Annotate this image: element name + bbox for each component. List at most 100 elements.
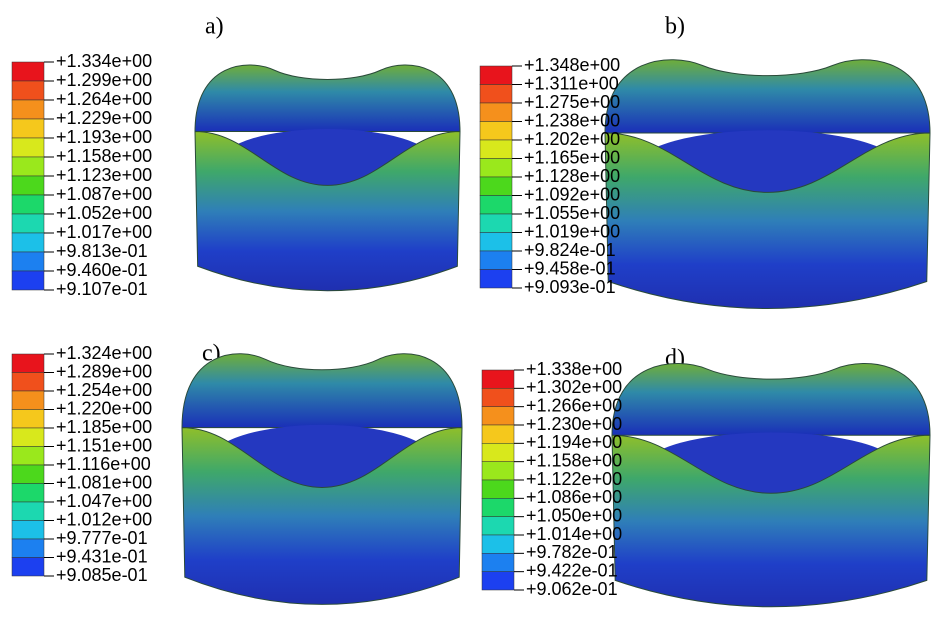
legend-band — [11, 232, 45, 253]
legend-label: +1.229e+00 — [56, 108, 152, 128]
panel-label: a) — [205, 14, 224, 40]
legend-label: +1.348e+00 — [524, 55, 620, 75]
legend-label: +1.302e+00 — [526, 377, 622, 397]
legend-band — [11, 118, 45, 139]
legend-label: +1.055e+00 — [524, 203, 620, 223]
legend-band — [11, 520, 45, 540]
legend-band — [11, 80, 45, 101]
back-wall — [181, 353, 463, 429]
legend-label: +1.123e+00 — [56, 165, 152, 185]
legend-label: +1.254e+00 — [56, 380, 152, 400]
front-wall — [611, 434, 931, 608]
legend-label: +1.087e+00 — [56, 184, 152, 204]
legend-band — [11, 137, 45, 158]
legend-band — [481, 369, 515, 389]
legend-band — [481, 424, 515, 444]
legend-band — [11, 353, 45, 373]
legend-label: +1.230e+00 — [526, 414, 622, 434]
legend-label: +1.081e+00 — [56, 472, 152, 492]
legend-label: +9.107e-01 — [56, 279, 148, 299]
legend-label: +1.019e+00 — [524, 221, 620, 241]
legend-label: +1.122e+00 — [526, 469, 622, 489]
legend-label: +1.151e+00 — [56, 435, 152, 455]
legend-label: +1.158e+00 — [56, 146, 152, 166]
legend-label: +1.014e+00 — [526, 524, 622, 544]
legend-label: +1.158e+00 — [526, 450, 622, 470]
legend-label: +9.782e-01 — [526, 542, 618, 562]
legend-band — [11, 483, 45, 503]
legend-band — [11, 464, 45, 484]
front-wall — [604, 132, 931, 309]
legend-label: +1.047e+00 — [56, 491, 152, 511]
legend-band — [11, 409, 45, 429]
legend-band — [11, 538, 45, 558]
legend-band — [11, 270, 45, 291]
legend-band — [11, 501, 45, 521]
legend-label: +9.813e-01 — [56, 241, 148, 261]
legend-band — [11, 213, 45, 234]
legend-band — [479, 121, 513, 141]
legend-band — [11, 427, 45, 447]
legend-band — [479, 269, 513, 289]
legend-band — [11, 372, 45, 392]
legend-band — [481, 406, 515, 426]
legend-label: +1.165e+00 — [524, 147, 620, 167]
legend-band — [479, 195, 513, 215]
front-wall — [181, 427, 463, 605]
legend-label: +1.220e+00 — [56, 398, 152, 418]
legend-label: +9.062e-01 — [526, 579, 618, 599]
legend-label: +9.824e-01 — [524, 240, 616, 260]
legend-label: +1.012e+00 — [56, 509, 152, 529]
legend-band — [481, 479, 515, 499]
legend-band — [479, 102, 513, 122]
legend-label: +1.086e+00 — [526, 487, 622, 507]
legend-band — [481, 534, 515, 554]
front-wall — [194, 130, 461, 292]
legend-label: +9.458e-01 — [524, 258, 616, 278]
legend-label: +1.193e+00 — [56, 127, 152, 147]
legend-band — [11, 390, 45, 410]
back-wall — [604, 59, 931, 134]
legend-label: +1.092e+00 — [524, 184, 620, 204]
legend-band — [479, 65, 513, 85]
legend-label: +1.238e+00 — [524, 110, 620, 130]
legend-band — [11, 61, 45, 82]
legend-band — [11, 557, 45, 577]
legend-label: +1.116e+00 — [56, 454, 151, 474]
legend-label: +1.266e+00 — [526, 395, 622, 415]
legend-label: +1.017e+00 — [56, 222, 152, 242]
legend-label: +1.050e+00 — [526, 505, 622, 525]
legend-band — [481, 461, 515, 481]
legend-band — [481, 571, 515, 591]
legend-label: +1.338e+00 — [526, 359, 622, 379]
legend-label: +9.777e-01 — [56, 528, 148, 548]
legend-label: +1.289e+00 — [56, 361, 152, 381]
legend-band — [11, 156, 45, 177]
legend-band — [481, 516, 515, 536]
legend-label: +1.311e+00 — [524, 73, 619, 93]
legend-band — [481, 443, 515, 462]
back-wall — [611, 363, 931, 436]
panel-label: b) — [665, 14, 685, 40]
legend-band — [479, 232, 513, 252]
legend-band — [479, 213, 513, 233]
legend-label: +1.264e+00 — [56, 89, 152, 109]
legend-label: +1.299e+00 — [56, 70, 152, 90]
legend-band — [11, 446, 45, 466]
legend-band — [481, 553, 515, 572]
legend-label: +1.128e+00 — [524, 166, 620, 186]
legend-label: +9.093e-01 — [524, 277, 616, 297]
legend-label: +9.085e-01 — [56, 565, 148, 585]
legend-band — [479, 139, 513, 159]
legend-band — [479, 158, 513, 178]
legend-band — [11, 175, 45, 196]
legend-label: +1.275e+00 — [524, 92, 620, 112]
legend-band — [11, 99, 45, 120]
legend-label: +1.185e+00 — [56, 417, 152, 437]
legend-label: +1.202e+00 — [524, 129, 620, 149]
legend-label: +1.324e+00 — [56, 343, 152, 363]
legend-band — [479, 84, 513, 104]
legend-label: +9.460e-01 — [56, 260, 148, 280]
legend-band — [479, 176, 513, 196]
